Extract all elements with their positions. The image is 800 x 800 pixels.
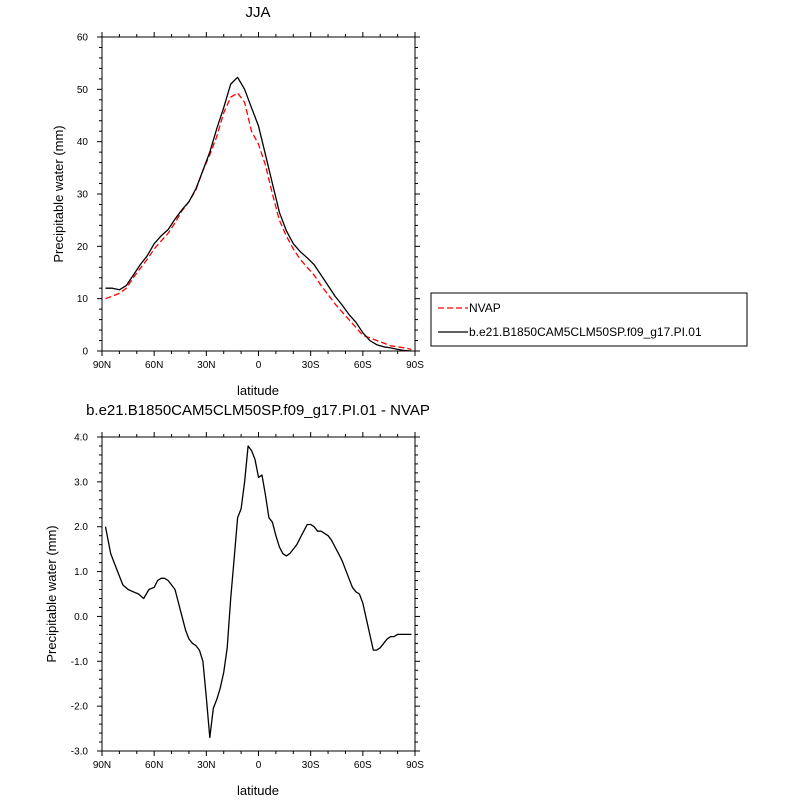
plot-frame [101, 436, 416, 752]
y-tick-label: 0 [82, 347, 88, 358]
x-tick-label: 90S [406, 760, 424, 771]
x-axis-tick-labels: 90N 60N 30N 0 30S 60S 90S [93, 760, 424, 771]
y-tick-label: 60 [77, 33, 89, 44]
panel-difference: b.e21.B1850CAM5CLM50SP.f09_g17.PI.01 - N… [44, 402, 430, 798]
y-tick-label: 4.0 [74, 433, 88, 444]
x-tick-label: 30S [302, 760, 320, 771]
y-tick-label: -2.0 [71, 702, 89, 713]
y-axis-title: Precipitable water (mm) [51, 125, 66, 262]
y-tick-label: -1.0 [71, 657, 89, 668]
plot-frame [101, 36, 416, 352]
y-tick-label: 2.0 [74, 522, 88, 533]
series-line-0 [105, 92, 412, 351]
x-tick-label: 30N [197, 760, 215, 771]
x-tick-label: 60N [145, 760, 163, 771]
x-axis-title: latitude [237, 383, 279, 398]
y-axis-tick-labels: -3.0 -2.0 -1.0 0.0 1.0 2.0 3.0 4.0 [71, 433, 89, 758]
y-tick-label: 1.0 [74, 567, 88, 578]
x-tick-label: 60N [145, 360, 163, 371]
y-tick-label: 0.0 [74, 612, 88, 623]
axis-ticks [97, 32, 420, 356]
x-tick-label: 90S [406, 360, 424, 371]
x-axis-title: latitude [237, 783, 279, 798]
legend: NVAP b.e21.B1850CAM5CLM50SP.f09_g17.PI.0… [430, 292, 748, 347]
legend-box [430, 292, 748, 347]
y-tick-label: 10 [77, 294, 89, 305]
series-group [104, 445, 412, 739]
x-tick-label: 60S [354, 360, 372, 371]
x-tick-label: 0 [256, 360, 262, 371]
axis-ticks [97, 432, 420, 756]
x-axis-tick-labels: 90N 60N 30N 0 30S 60S 90S [93, 360, 424, 371]
legend-label-model: b.e21.B1850CAM5CLM50SP.f09_g17.PI.01 [469, 325, 702, 339]
y-tick-label: 40 [77, 137, 89, 148]
y-tick-label: -3.0 [71, 747, 89, 758]
y-tick-label: 3.0 [74, 477, 88, 488]
chart-title: b.e21.B1850CAM5CLM50SP.f09_g17.PI.01 - N… [86, 402, 430, 419]
chart-title: JJA [245, 4, 270, 21]
y-axis-title: Precipitable water (mm) [44, 525, 59, 662]
x-tick-label: 90N [93, 360, 111, 371]
series-line-1 [105, 76, 412, 352]
y-tick-label: 30 [77, 190, 89, 201]
y-tick-label: 20 [77, 242, 89, 253]
x-tick-label: 0 [256, 760, 262, 771]
x-tick-label: 30N [197, 360, 215, 371]
x-tick-label: 30S [302, 360, 320, 371]
y-tick-label: 50 [77, 85, 89, 96]
panel-precipitable-water: JJA 90N 60N 30N 0 30S 60S 90S 0 10 20 30 40 50 60 la… [51, 4, 748, 398]
series-line-0 [104, 445, 412, 739]
series-group [105, 76, 412, 352]
x-tick-label: 90N [93, 760, 111, 771]
x-tick-label: 60S [354, 760, 372, 771]
y-axis-tick-labels: 0 10 20 30 40 50 60 [77, 33, 89, 358]
legend-label-nvap: NVAP [469, 301, 501, 315]
